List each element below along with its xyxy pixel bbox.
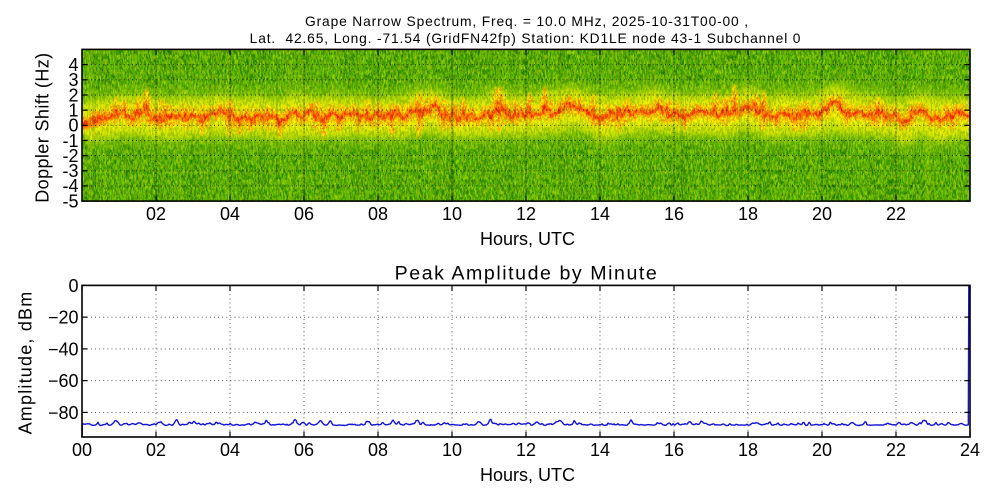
svg-text:16: 16 [664,204,684,224]
svg-text:-3: -3 [62,161,78,181]
svg-text:Lat. 42.65, Long. -71.54 (Gri: Lat. 42.65, Long. -71.54 (GridFN42fp) St… [250,31,802,46]
svg-text:-2: -2 [62,146,78,166]
svg-text:18: 18 [738,440,758,460]
svg-text:0: 0 [68,116,78,136]
svg-text:02: 02 [146,204,166,224]
svg-text:-5: -5 [62,191,78,211]
svg-text:2: 2 [68,85,78,105]
svg-text:10: 10 [442,204,462,224]
svg-text:18: 18 [738,204,758,224]
svg-text:0: 0 [68,276,78,296]
svg-text:04: 04 [220,204,240,224]
svg-text:-1: -1 [62,131,78,151]
svg-text:00: 00 [72,440,92,460]
svg-text:02: 02 [146,440,166,460]
svg-text:10: 10 [442,440,462,460]
svg-text:1: 1 [68,100,78,120]
svg-text:−60: −60 [48,371,79,391]
svg-text:12: 12 [516,204,536,224]
svg-text:−80: −80 [48,403,79,423]
svg-text:Doppler Shift (Hz): Doppler Shift (Hz) [33,52,53,202]
svg-text:08: 08 [368,204,388,224]
svg-text:16: 16 [664,440,684,460]
svg-text:20: 20 [812,440,832,460]
svg-text:Hours, UTC: Hours, UTC [480,229,575,249]
svg-text:3: 3 [68,70,78,90]
svg-text:−20: −20 [48,308,79,328]
svg-text:20: 20 [812,204,832,224]
svg-text:Grape Narrow Spectrum, Freq. =: Grape Narrow Spectrum, Freq. = 10.0 MHz,… [305,14,749,29]
svg-text:14: 14 [590,440,610,460]
svg-text:06: 06 [294,204,314,224]
svg-text:12: 12 [516,440,536,460]
svg-text:-4: -4 [62,176,78,196]
svg-text:24: 24 [960,440,980,460]
svg-text:22: 22 [886,440,906,460]
svg-text:Peak Amplitude by Minute: Peak Amplitude by Minute [395,262,659,284]
svg-text:22: 22 [886,204,906,224]
svg-text:14: 14 [590,204,610,224]
svg-text:4: 4 [68,55,78,75]
svg-text:08: 08 [368,440,388,460]
svg-text:Amplitude, dBm: Amplitude, dBm [16,291,36,435]
svg-text:04: 04 [220,440,240,460]
svg-text:Hours, UTC: Hours, UTC [480,465,575,485]
svg-text:06: 06 [294,440,314,460]
svg-text:−40: −40 [48,339,79,359]
